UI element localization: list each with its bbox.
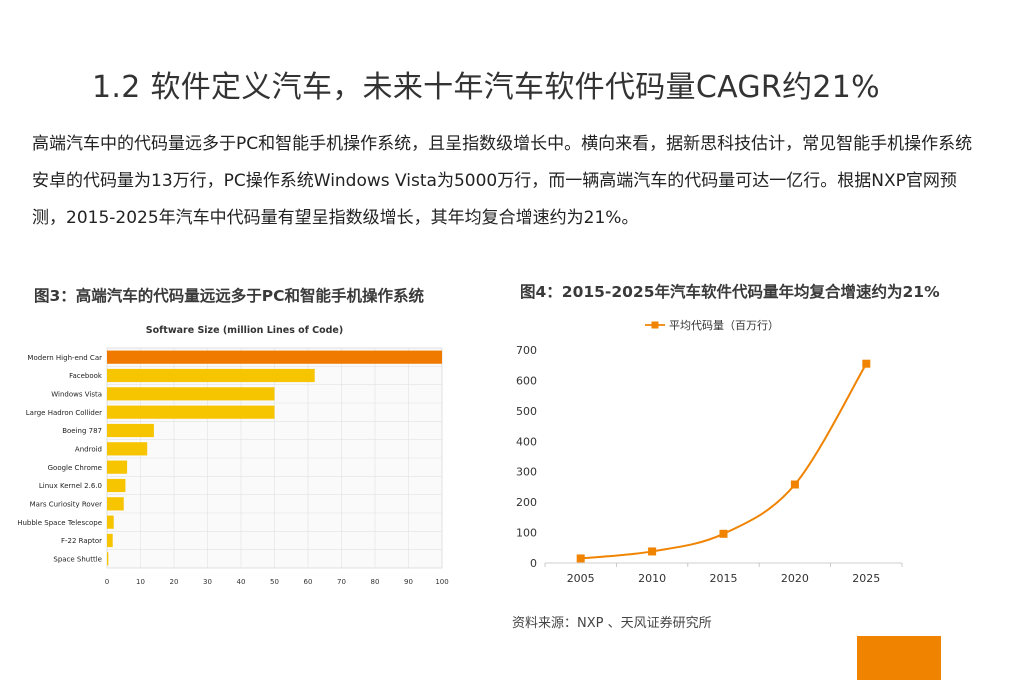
x-tick-label: 2015 (710, 572, 738, 585)
y-tick-label: 400 (516, 435, 537, 448)
decorative-orange-block (857, 636, 941, 680)
bar-modern-high-end-car (107, 350, 442, 364)
category-label: F-22 Raptor (61, 537, 102, 545)
bar-linux-kernel-2-6-0 (107, 478, 126, 493)
legend-marker (651, 321, 659, 329)
bar-f-22-raptor (107, 533, 113, 548)
bar-boeing-787 (107, 423, 154, 438)
y-tick-label: 200 (516, 496, 537, 509)
category-label: Modern High-end Car (27, 354, 102, 362)
bar-mars-curiosity-rover (107, 497, 124, 511)
bar-windows-vista (107, 387, 275, 401)
y-tick-label: 500 (516, 405, 537, 418)
data-point-2015 (719, 529, 728, 538)
x-tick-label: 40 (237, 578, 246, 586)
data-point-2010 (648, 547, 657, 556)
category-label: Linux Kernel 2.6.0 (39, 482, 102, 490)
category-label: Google Chrome (48, 464, 102, 472)
data-point-2005 (576, 554, 585, 563)
category-label: Hubble Space Telescope (18, 519, 102, 527)
y-tick-label: 100 (516, 527, 537, 540)
x-tick-label: 90 (404, 578, 413, 586)
x-tick-label: 2020 (781, 572, 809, 585)
x-tick-label: 50 (270, 578, 279, 586)
y-tick-label: 700 (516, 344, 537, 357)
category-label: Windows Vista (51, 390, 102, 398)
body-paragraph: 高端汽车中的代码量远多于PC和智能手机操作系统，且呈指数级增长中。横向来看，据新… (32, 134, 973, 228)
line-chart-svg: 平均代码量（百万行） 2005 2010 2015 2020 2025 0 100 200 300… (516, 319, 903, 585)
category-label: Mars Curiosity Rover (30, 500, 102, 508)
page-title: 1.2 软件定义汽车，未来十年汽车软件代码量CAGR约21% (92, 70, 880, 105)
figure-4-title: 图4：2015-2025年汽车软件代码量年均复合增速约为21% (520, 283, 940, 301)
category-label: Android (75, 445, 102, 453)
bar-android (107, 442, 148, 456)
bar-space-shuttle (107, 552, 109, 566)
y-tick-label: 0 (530, 557, 537, 570)
chart-title: Software Size (million Lines of Code) (146, 325, 343, 336)
x-tick-label: 70 (337, 578, 346, 586)
legend-label: 平均代码量（百万行） (669, 319, 779, 332)
y-tick-label: 300 (516, 466, 537, 479)
x-tick-label: 10 (136, 578, 145, 586)
x-tick-label: 2010 (638, 572, 666, 585)
figure-3-title: 图3：高端汽车的代码量远远多于PC和智能手机操作系统 (34, 287, 425, 305)
category-label: Space Shuttle (53, 555, 102, 563)
data-point-2020 (790, 480, 799, 489)
x-tick-label: 100 (435, 578, 448, 586)
x-tick-label: 0 (105, 578, 109, 586)
x-tick-label: 80 (371, 578, 380, 586)
series-line (580, 363, 868, 560)
category-label: Large Hadron Collider (26, 409, 102, 417)
x-tick-label: 2005 (567, 572, 595, 585)
bar-chart-svg: Software Size (million Lines of Code) 0 10… (17, 325, 448, 586)
category-label: Boeing 787 (62, 427, 102, 435)
data-point-2025 (862, 359, 871, 368)
x-tick-label: 20 (170, 578, 179, 586)
bar-large-hadron-collider (107, 405, 275, 419)
x-tick-label: 2025 (852, 572, 880, 585)
software-size-bar-chart: Software Size (million Lines of Code) 0 10… (17, 316, 468, 596)
x-tick-label: 30 (203, 578, 212, 586)
bar-facebook (107, 368, 315, 383)
category-label: Facebook (69, 372, 103, 380)
code-volume-line-chart: 平均代码量（百万行） 2005 2010 2015 2020 2025 0 100 200 300… (505, 310, 915, 590)
bar-hubble-space-telescope (107, 515, 114, 529)
y-tick-label: 600 (516, 374, 537, 387)
bar-google-chrome (107, 460, 128, 474)
x-tick-label: 60 (304, 578, 313, 586)
data-source-note: 资料来源：NXP 、天风证券研究所 (512, 616, 712, 631)
